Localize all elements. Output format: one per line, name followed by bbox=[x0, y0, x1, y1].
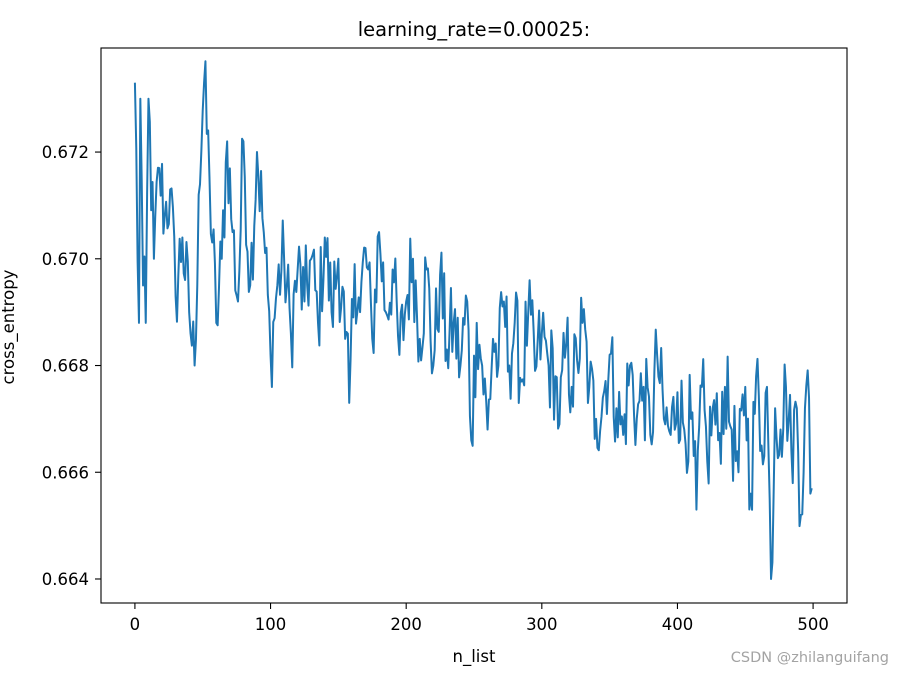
x-axis-label: n_list bbox=[453, 647, 496, 667]
y-tick-label: 0.666 bbox=[42, 463, 89, 482]
y-axis-label: cross_entropy bbox=[0, 269, 19, 384]
x-tick-label: 300 bbox=[526, 615, 558, 634]
plot-frame bbox=[100, 47, 848, 604]
y-tick-label: 0.672 bbox=[42, 143, 89, 162]
x-tick-label: 100 bbox=[255, 615, 287, 634]
series-line-0 bbox=[133, 60, 813, 580]
y-tick-label: 0.670 bbox=[42, 250, 89, 269]
plot-area: 0 100 200 300 400 500 0.664 0.666 0.668 0.670 0.67… bbox=[42, 47, 848, 634]
x-tick-label: 500 bbox=[797, 615, 829, 634]
y-tick-label: 0.664 bbox=[42, 570, 89, 589]
chart-title: learning_rate=0.00025: bbox=[358, 18, 590, 41]
y-tick-label: 0.668 bbox=[42, 357, 89, 376]
x-tick-label: 200 bbox=[390, 615, 422, 634]
x-tick-label: 400 bbox=[662, 615, 694, 634]
x-tick-label: 0 bbox=[130, 615, 141, 634]
watermark: CSDN @zhilanguifang bbox=[730, 650, 889, 666]
